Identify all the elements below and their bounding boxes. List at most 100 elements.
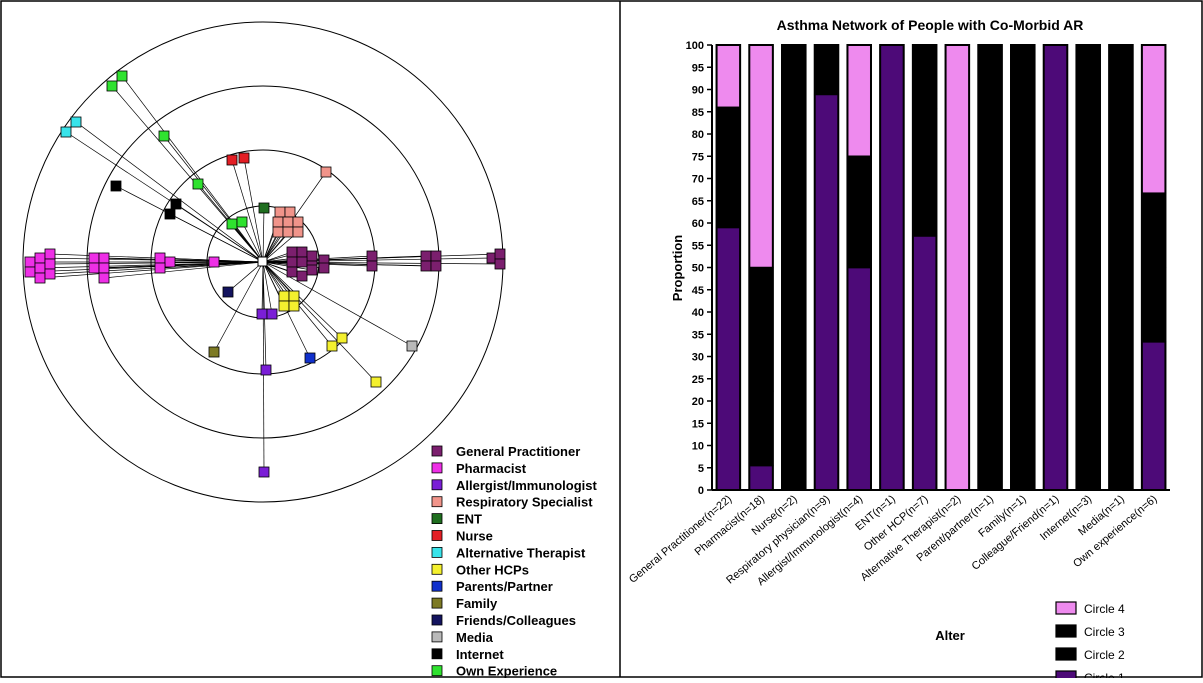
network-node-own-experience xyxy=(158,130,170,142)
network-node-friends-colleagues xyxy=(222,286,234,298)
network-edge-other-hcps xyxy=(262,261,343,339)
network-node-alternative-therapist xyxy=(70,116,82,128)
bar-segment-circle-4 xyxy=(1141,44,1167,194)
network-node-other-hcps xyxy=(278,290,290,302)
legend-label-other-hcps: Other HCPs xyxy=(456,562,529,577)
y-tick-label: 60 xyxy=(692,218,704,230)
network-node-allergist-immunologist xyxy=(260,364,272,376)
network-node-general-practitioner xyxy=(296,256,308,268)
network-node-allergist-immunologist xyxy=(256,308,268,320)
network-node-general-practitioner xyxy=(494,248,506,260)
network-node-general-practitioner xyxy=(296,270,308,282)
legend-label-friends-colleagues: Friends/Colleagues xyxy=(456,613,576,628)
bar-segment-circle-1 xyxy=(813,93,840,491)
bar-outline xyxy=(813,44,840,491)
y-tick-label: 90 xyxy=(692,85,704,97)
y-tick-label: 100 xyxy=(686,40,704,52)
bar-outline xyxy=(748,44,774,491)
network-node-pharmacist xyxy=(34,252,46,264)
bar-legend-label: Circle 1 xyxy=(1084,671,1125,678)
network-node-internet xyxy=(110,180,122,192)
network-node-pharmacist xyxy=(34,272,46,284)
network-node-pharmacist xyxy=(98,272,110,284)
network-node-nurse xyxy=(238,152,250,164)
network-edge-other-hcps xyxy=(262,261,377,383)
legend-label-pharmacist: Pharmacist xyxy=(456,461,527,476)
network-node-pharmacist xyxy=(88,262,100,274)
network-node-alternative-therapist xyxy=(60,126,72,138)
x-axis-label: Alter xyxy=(935,628,965,643)
network-node-pharmacist xyxy=(24,266,36,278)
bar-legend-label: Circle 3 xyxy=(1084,625,1125,639)
network-legend: General Practitioner Pharmacist Allergist/… xyxy=(431,444,598,679)
bar-segment-circle-2 xyxy=(846,155,872,269)
bar-segment-circle-1 xyxy=(715,226,741,491)
network-nodes xyxy=(24,70,506,478)
network-node-own-experience xyxy=(116,70,128,82)
network-edge-pharmacist xyxy=(103,261,264,279)
bar-segment-circle-4 xyxy=(715,44,741,109)
bar-segment-circle-2 xyxy=(977,44,1003,491)
legend-swatch-friends-colleagues xyxy=(431,614,443,626)
bar-segment-circle-1 xyxy=(846,266,872,491)
network-node-general-practitioner xyxy=(306,250,318,262)
legend-swatch-internet xyxy=(431,648,443,660)
network-node-other-hcps xyxy=(288,300,300,312)
bar-segment-circle-2 xyxy=(715,186,741,229)
y-tick-label: 55 xyxy=(692,240,704,252)
bar-segment-circle-2 xyxy=(1141,266,1167,343)
network-node-general-practitioner xyxy=(286,266,298,278)
y-tick-label: 20 xyxy=(692,396,704,408)
bar-legend-swatch xyxy=(1055,647,1077,661)
bar-segment-circle-2 xyxy=(1075,192,1101,491)
y-tick-label: 85 xyxy=(692,107,704,119)
network-node-pharmacist xyxy=(24,256,36,268)
network-edge-other-hcps xyxy=(262,261,285,297)
bar-outline xyxy=(1010,44,1036,491)
y-tick-label: 25 xyxy=(692,374,704,386)
network-edge-alternative-therapist xyxy=(75,121,264,263)
network-node-general-practitioner xyxy=(286,256,298,268)
bar-segment-circle-3 xyxy=(912,44,938,110)
legend-swatch-other-hcps xyxy=(431,563,443,575)
network-node-general-practitioner xyxy=(430,260,442,272)
bar-segment-circle-3 xyxy=(813,44,840,96)
network-node-pharmacist xyxy=(88,252,100,264)
network-node-family xyxy=(208,346,220,358)
network-node-other-hcps xyxy=(370,376,382,388)
bar-outline xyxy=(1108,44,1134,491)
y-tick-label: 95 xyxy=(692,62,704,74)
network-node-general-practitioner xyxy=(494,258,506,270)
bar-outline xyxy=(781,44,807,491)
legend-label-family: Family xyxy=(456,596,498,611)
network-node-nurse xyxy=(226,154,238,166)
network-edge-own-experience xyxy=(121,75,264,263)
network-node-internet xyxy=(164,208,176,220)
y-tick-label: 70 xyxy=(692,174,704,186)
network-diagram xyxy=(22,21,506,503)
network-node-pharmacist xyxy=(34,262,46,274)
bar-segment-circle-3 xyxy=(1108,44,1134,491)
network-edge-own-experience xyxy=(231,223,264,263)
network-node-pharmacist xyxy=(98,252,110,264)
bar-outline xyxy=(846,44,872,491)
legend-swatch-allergist-immunologist xyxy=(431,479,443,491)
network-edge-ent xyxy=(262,207,265,263)
legend-label-nurse: Nurse xyxy=(456,529,493,544)
network-node-own-experience xyxy=(236,216,248,228)
network-node-other-hcps xyxy=(288,290,300,302)
network-node-respiratory-specialist xyxy=(292,226,304,238)
network-node-general-practitioner xyxy=(286,246,298,258)
network-edge-family xyxy=(213,261,264,353)
y-tick-label: 75 xyxy=(692,151,704,163)
network-node-general-practitioner xyxy=(366,260,378,272)
bar-segment-circle-1 xyxy=(912,235,938,491)
legend-label-respiratory-specialist: Respiratory Specialist xyxy=(456,495,593,510)
legend-swatch-parents-partner xyxy=(431,580,443,592)
legend-swatch-pharmacist xyxy=(431,462,443,474)
network-node-other-hcps xyxy=(336,332,348,344)
bar-segment-circle-2 xyxy=(912,107,938,237)
network-edge-internet xyxy=(175,203,264,263)
